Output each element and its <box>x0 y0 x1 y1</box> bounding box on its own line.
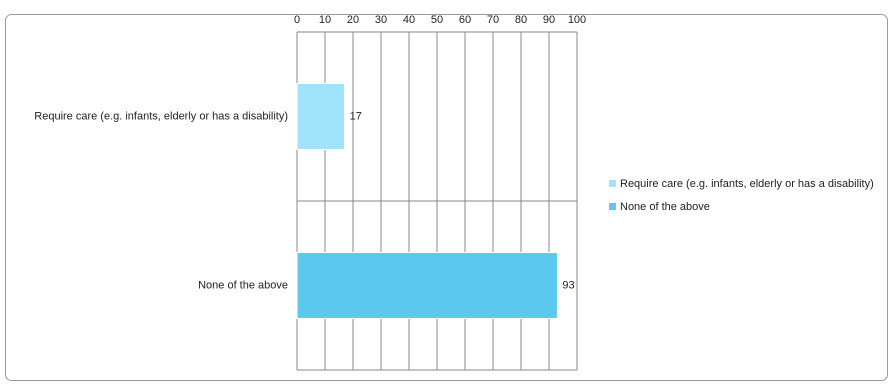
x-tick-label: 100 <box>568 14 586 26</box>
y-tick-label: None of the above <box>198 279 288 291</box>
legend-swatch <box>609 180 616 187</box>
x-tick-label: 80 <box>515 14 527 26</box>
x-tick-label: 90 <box>543 14 555 26</box>
x-tick-label: 70 <box>487 14 499 26</box>
legend-swatch <box>609 203 616 210</box>
x-tick-label: 0 <box>294 14 300 26</box>
value-label: 93 <box>562 279 574 291</box>
x-tick-label: 40 <box>403 14 415 26</box>
x-tick-label: 20 <box>347 14 359 26</box>
x-tick-label: 50 <box>431 14 443 26</box>
legend-label: Require care (e.g. infants, elderly or h… <box>620 178 874 190</box>
x-tick-label: 30 <box>375 14 387 26</box>
x-tick-label: 10 <box>319 14 331 26</box>
y-tick-label: Require care (e.g. infants, elderly or h… <box>34 110 288 122</box>
bar <box>296 83 346 150</box>
value-label: 17 <box>350 110 362 122</box>
chart-frame <box>5 14 888 381</box>
x-tick-label: 60 <box>459 14 471 26</box>
legend-label: None of the above <box>620 201 710 213</box>
bar <box>296 252 558 319</box>
